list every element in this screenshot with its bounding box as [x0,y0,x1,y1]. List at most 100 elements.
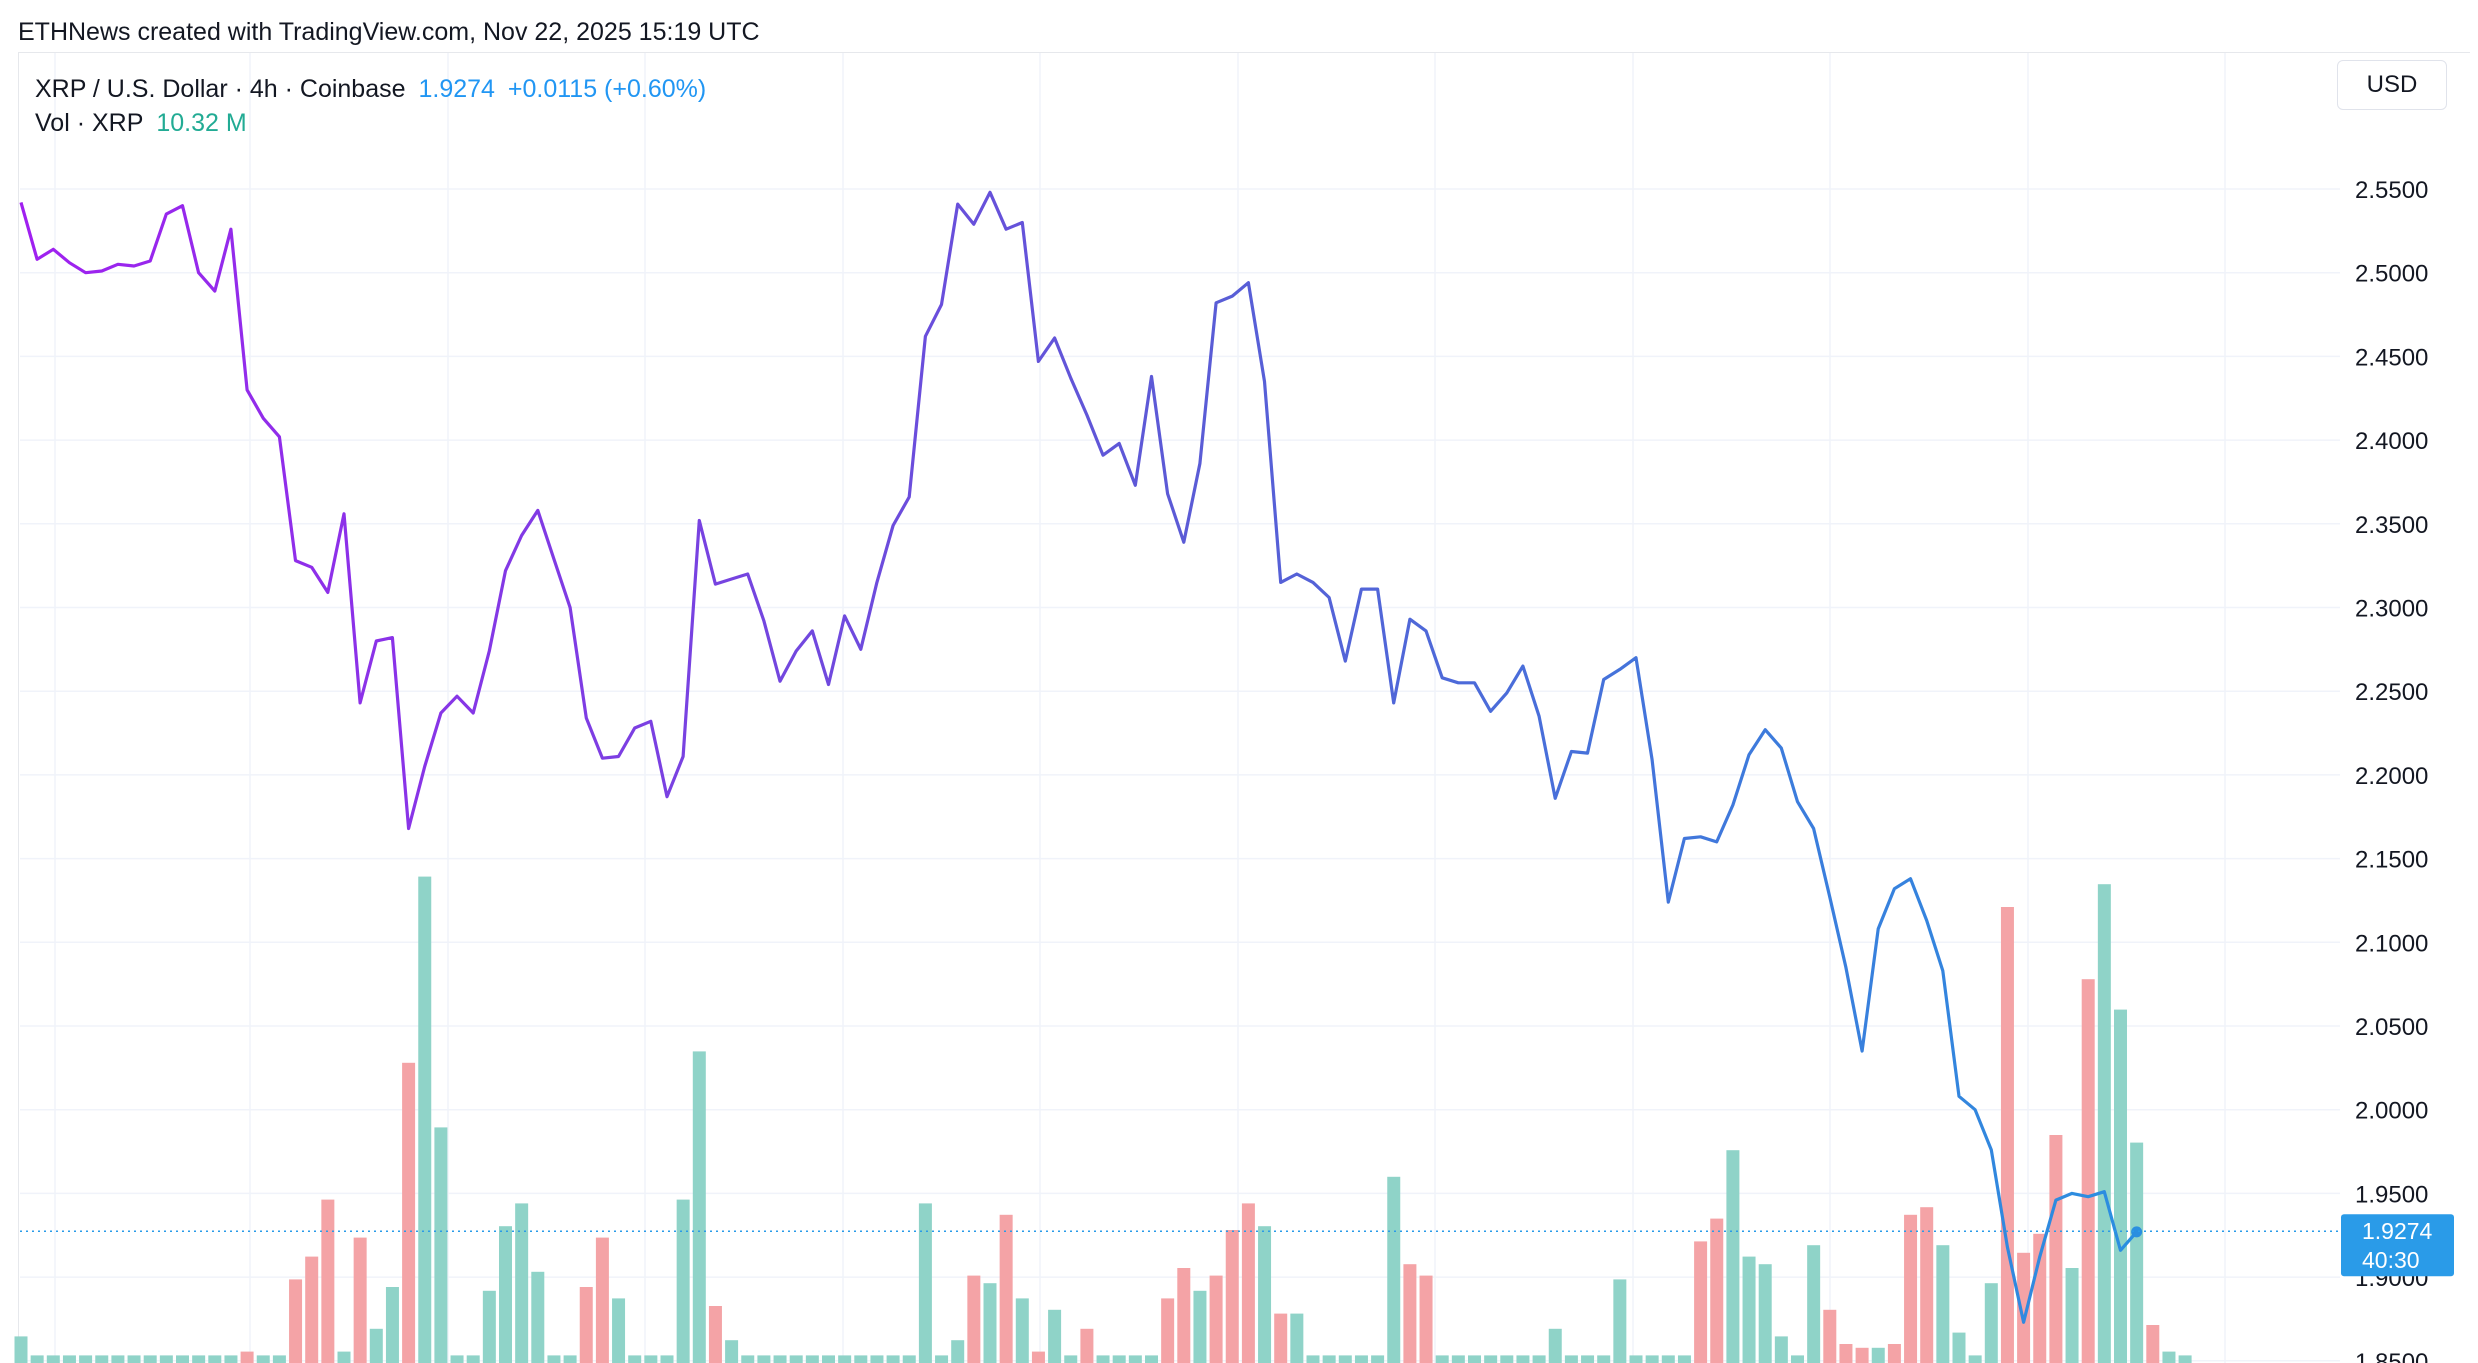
price-badge-countdown: 40:30 [2362,1247,2420,1273]
volume-bar [111,1355,125,1363]
y-tick-label: 2.0000 [2355,1098,2428,1125]
volume-bar [2017,1252,2031,1363]
volume-bar [434,1127,448,1363]
volume-bar [870,1355,884,1363]
y-tick-label: 2.5000 [2355,261,2428,288]
grid-lines [20,53,2340,1363]
volume-bar [289,1279,303,1363]
volume-bar [1241,1203,1255,1363]
price-badge-box [2341,1214,2454,1277]
volume-bar [369,1328,383,1363]
volume-bar [1015,1298,1029,1363]
volume-bar [1758,1264,1772,1363]
volume-bar [1742,1256,1756,1363]
volume-bar [1645,1355,1659,1363]
volume-bar [1258,1226,1272,1363]
volume-bar [1710,1218,1724,1363]
volume-bar [708,1306,722,1363]
volume-bar [1306,1355,1320,1363]
y-tick-label: 2.1000 [2355,930,2428,957]
volume-bar [692,1051,706,1363]
volume-bar [1887,1344,1901,1363]
volume-bar [1677,1355,1691,1363]
volume-bar [14,1336,28,1363]
volume-bar [256,1355,270,1363]
volume-bar [450,1355,464,1363]
volume-label[interactable]: Vol · XRP [35,109,144,137]
volume-bar [2146,1325,2160,1363]
volume-bar [1597,1355,1611,1363]
volume-bar [499,1226,512,1363]
y-tick-label: 2.2500 [2355,679,2428,706]
volume-bar [1920,1207,1934,1363]
volume-bar [1581,1355,1595,1363]
volume-bar [1968,1355,1982,1363]
volume-bar [935,1355,949,1363]
volume-bar [1145,1355,1158,1363]
volume-bar [660,1355,674,1363]
volume-bar [1500,1355,1514,1363]
volume-bar [127,1355,141,1363]
volume-bar [2065,1268,2079,1363]
volume-bar [1548,1328,1562,1363]
price-series-line [19,190,2138,1324]
volume-bar [951,1340,965,1363]
y-tick-label: 2.5500 [2355,177,2428,204]
volume-bar [515,1203,529,1363]
volume-bar [192,1355,206,1363]
volume-bar [1128,1355,1142,1363]
volume-bar [773,1355,787,1363]
volume-bar [1387,1176,1401,1363]
volume-bar [46,1355,60,1363]
volume-bar [1694,1241,1708,1363]
volume-bar [176,1355,189,1363]
volume-bar [902,1355,916,1363]
volume-bar [531,1271,545,1363]
volume-bar [1629,1355,1643,1363]
volume-bar [1451,1355,1465,1363]
volume-bar [1516,1355,1530,1363]
y-tick-label: 2.3000 [2355,596,2428,623]
y-tick-label: 2.0500 [2355,1014,2428,1041]
volume-bar [385,1287,399,1363]
volume-bar [854,1355,868,1363]
volume-bar [1193,1290,1207,1363]
volume-bar [1468,1355,1481,1363]
volume-bar [805,1355,819,1363]
symbol-label[interactable]: XRP / U.S. Dollar · 4h · Coinbase [35,75,406,103]
volume-bar [1177,1268,1191,1363]
volume-bar [725,1340,739,1363]
volume-bars [14,876,2192,1363]
volume-bar [838,1355,852,1363]
volume-bar [1354,1355,1368,1363]
volume-bar [305,1256,319,1363]
volume-bar [1209,1275,1223,1363]
volume-bar [1290,1313,1304,1363]
volume-bar [1322,1355,1336,1363]
volume-bar [1774,1336,1788,1363]
volume-bar [402,1062,416,1363]
volume-bar [757,1355,771,1363]
volume-bar [983,1283,997,1363]
volume-bar [1031,1351,1045,1363]
volume-bar [159,1355,173,1363]
volume-bar [1791,1355,1804,1363]
volume-bar [547,1355,561,1363]
volume-bar [1112,1355,1126,1363]
volume-bar [143,1355,157,1363]
volume-bar [967,1275,981,1363]
volume-bar [1419,1275,1433,1363]
volume-bar [1807,1245,1821,1363]
volume-bar [2097,884,2111,1363]
volume-bar [628,1355,642,1363]
volume-bar [644,1355,658,1363]
volume-bar [579,1287,593,1363]
volume-bar [1839,1344,1853,1363]
volume-bar [741,1355,755,1363]
volume-bar [1484,1355,1498,1363]
currency-button[interactable]: USD [2337,60,2447,110]
volume-bar [1532,1355,1546,1363]
volume-bar [466,1355,480,1363]
volume-bar [1371,1355,1385,1363]
